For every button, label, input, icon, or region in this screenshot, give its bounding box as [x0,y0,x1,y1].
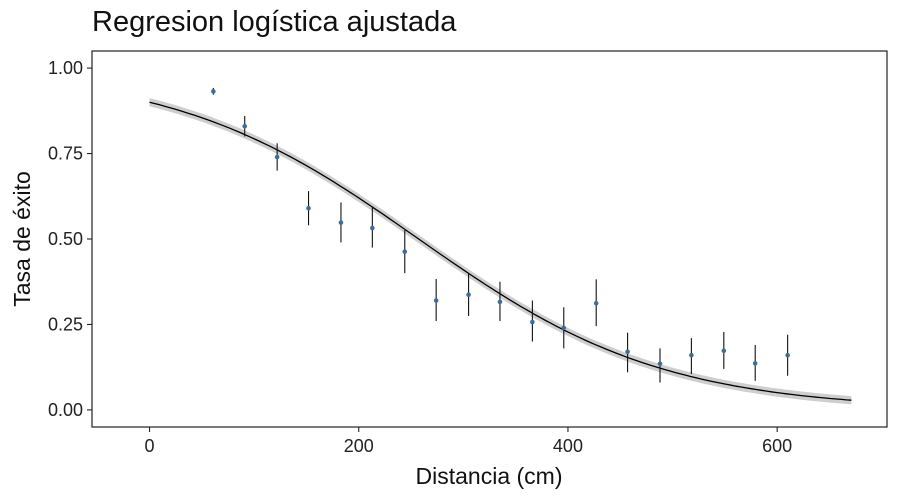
data-point [242,123,248,129]
x-tick-label: 600 [762,436,792,456]
x-axis: 0 200 400 600 [145,427,792,456]
y-tick-label: 0.25 [48,314,83,334]
x-tick-label: 0 [145,436,155,456]
chart-title: Regresion logística ajustada [92,6,457,38]
y-tick-label: 0.75 [48,144,83,164]
data-point [497,299,503,305]
data-point [370,225,375,231]
data-point [752,361,758,366]
fitted-curve-layer [149,101,852,401]
data-point [721,348,727,354]
data-point [402,249,408,254]
data-point [785,352,790,358]
data-point [561,325,567,331]
x-axis-title: Distancia (cm) [416,463,563,489]
y-tick-label: 0.50 [48,229,83,249]
confidence-band [149,98,852,405]
x-tick-label: 400 [553,436,583,456]
confidence-band-layer [149,98,852,405]
data-point [593,300,599,306]
fitted-curve [149,101,852,401]
data-point [625,349,630,355]
y-tick-label: 1.00 [48,58,83,78]
data-point [306,205,311,211]
data-point [689,352,694,358]
data-point [211,89,216,94]
data-point [433,298,439,303]
y-tick-label: 0.00 [48,400,83,420]
x-tick-label: 200 [344,436,374,456]
data-points-layer [211,89,790,367]
y-axis: 0.00 0.25 0.50 0.75 1.00 [48,58,92,420]
data-point [338,220,344,225]
data-point [657,361,663,367]
plot-panel-border [91,50,888,428]
data-point [274,154,280,160]
data-point [530,319,535,325]
error-bars-layer [212,87,789,383]
y-axis-title: Tasa de éxito [9,171,35,307]
data-point [466,292,471,298]
